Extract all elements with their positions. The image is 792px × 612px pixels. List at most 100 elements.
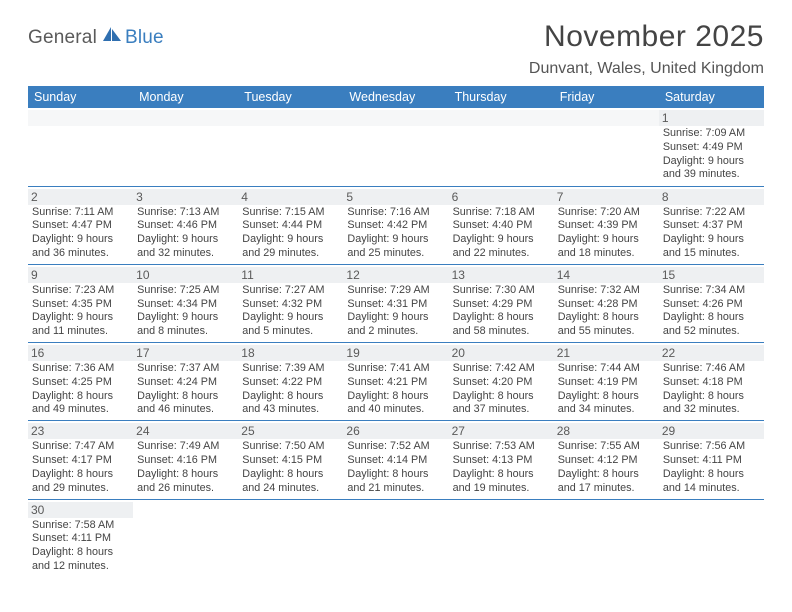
day-number: 12 (343, 267, 448, 283)
sunset-line: Sunset: 4:18 PM (663, 376, 760, 390)
weekday-header: Monday (133, 86, 238, 108)
sunset-line: Sunset: 4:13 PM (453, 454, 550, 468)
calendar-cell (133, 108, 238, 186)
sunrise-line: Sunrise: 7:47 AM (32, 440, 129, 454)
sunrise-line: Sunrise: 7:32 AM (558, 284, 655, 298)
calendar-cell: 30Sunrise: 7:58 AMSunset: 4:11 PMDayligh… (28, 499, 133, 577)
day-number: 8 (659, 189, 764, 205)
sunset-line: Sunset: 4:34 PM (137, 298, 234, 312)
day-number: 17 (133, 345, 238, 361)
sunset-line: Sunset: 4:11 PM (663, 454, 760, 468)
daylight-line: Daylight: 9 hours and 22 minutes. (453, 233, 550, 261)
sunrise-line: Sunrise: 7:53 AM (453, 440, 550, 454)
weekday-header: Tuesday (238, 86, 343, 108)
sunrise-line: Sunrise: 7:49 AM (137, 440, 234, 454)
daylight-line: Daylight: 8 hours and 21 minutes. (347, 468, 444, 496)
daylight-line: Daylight: 9 hours and 2 minutes. (347, 311, 444, 339)
sunset-line: Sunset: 4:28 PM (558, 298, 655, 312)
sunrise-line: Sunrise: 7:20 AM (558, 206, 655, 220)
sunset-line: Sunset: 4:40 PM (453, 219, 550, 233)
calendar-cell: 13Sunrise: 7:30 AMSunset: 4:29 PMDayligh… (449, 264, 554, 342)
day-details: Sunrise: 7:52 AMSunset: 4:14 PMDaylight:… (347, 440, 444, 495)
sunrise-line: Sunrise: 7:13 AM (137, 206, 234, 220)
day-number: 26 (343, 423, 448, 439)
daylight-line: Daylight: 8 hours and 37 minutes. (453, 390, 550, 418)
weekday-header: Wednesday (343, 86, 448, 108)
sunset-line: Sunset: 4:12 PM (558, 454, 655, 468)
day-details: Sunrise: 7:50 AMSunset: 4:15 PMDaylight:… (242, 440, 339, 495)
sunrise-line: Sunrise: 7:52 AM (347, 440, 444, 454)
daylight-line: Daylight: 8 hours and 17 minutes. (558, 468, 655, 496)
sunset-line: Sunset: 4:49 PM (663, 141, 760, 155)
calendar-cell: 15Sunrise: 7:34 AMSunset: 4:26 PMDayligh… (659, 264, 764, 342)
calendar-cell (238, 499, 343, 577)
day-number: 11 (238, 267, 343, 283)
sunrise-line: Sunrise: 7:23 AM (32, 284, 129, 298)
calendar-page: General Blue November 2025 Dunvant, Wale… (0, 0, 792, 612)
sunrise-line: Sunrise: 7:37 AM (137, 362, 234, 376)
calendar-cell: 12Sunrise: 7:29 AMSunset: 4:31 PMDayligh… (343, 264, 448, 342)
day-details: Sunrise: 7:27 AMSunset: 4:32 PMDaylight:… (242, 284, 339, 339)
calendar-cell: 10Sunrise: 7:25 AMSunset: 4:34 PMDayligh… (133, 264, 238, 342)
calendar-cell: 18Sunrise: 7:39 AMSunset: 4:22 PMDayligh… (238, 343, 343, 421)
calendar-row: 1Sunrise: 7:09 AMSunset: 4:49 PMDaylight… (28, 108, 764, 186)
daylight-line: Daylight: 8 hours and 34 minutes. (558, 390, 655, 418)
day-number: 2 (28, 189, 133, 205)
sunset-line: Sunset: 4:24 PM (137, 376, 234, 390)
day-number: 23 (28, 423, 133, 439)
day-details: Sunrise: 7:42 AMSunset: 4:20 PMDaylight:… (453, 362, 550, 417)
day-details: Sunrise: 7:41 AMSunset: 4:21 PMDaylight:… (347, 362, 444, 417)
day-number: 4 (238, 189, 343, 205)
daylight-line: Daylight: 8 hours and 26 minutes. (137, 468, 234, 496)
calendar-row: 16Sunrise: 7:36 AMSunset: 4:25 PMDayligh… (28, 343, 764, 421)
day-number: 21 (554, 345, 659, 361)
calendar-cell: 7Sunrise: 7:20 AMSunset: 4:39 PMDaylight… (554, 186, 659, 264)
sunset-line: Sunset: 4:20 PM (453, 376, 550, 390)
location: Dunvant, Wales, United Kingdom (529, 60, 764, 78)
sunrise-line: Sunrise: 7:44 AM (558, 362, 655, 376)
calendar-cell: 22Sunrise: 7:46 AMSunset: 4:18 PMDayligh… (659, 343, 764, 421)
day-details: Sunrise: 7:34 AMSunset: 4:26 PMDaylight:… (663, 284, 760, 339)
daylight-line: Daylight: 8 hours and 46 minutes. (137, 390, 234, 418)
daylight-line: Daylight: 9 hours and 8 minutes. (137, 311, 234, 339)
day-details: Sunrise: 7:20 AMSunset: 4:39 PMDaylight:… (558, 206, 655, 261)
day-details: Sunrise: 7:58 AMSunset: 4:11 PMDaylight:… (32, 519, 129, 574)
day-number: 15 (659, 267, 764, 283)
calendar-cell: 4Sunrise: 7:15 AMSunset: 4:44 PMDaylight… (238, 186, 343, 264)
daylight-line: Daylight: 8 hours and 14 minutes. (663, 468, 760, 496)
daylight-line: Daylight: 9 hours and 11 minutes. (32, 311, 129, 339)
empty-day-strip (28, 110, 133, 126)
day-number: 7 (554, 189, 659, 205)
sunrise-line: Sunrise: 7:22 AM (663, 206, 760, 220)
calendar-cell (343, 108, 448, 186)
sunset-line: Sunset: 4:47 PM (32, 219, 129, 233)
day-number: 14 (554, 267, 659, 283)
sunset-line: Sunset: 4:17 PM (32, 454, 129, 468)
logo: General Blue (28, 26, 164, 49)
calendar-cell (238, 108, 343, 186)
page-title: November 2025 (529, 20, 764, 54)
sunrise-line: Sunrise: 7:15 AM (242, 206, 339, 220)
sunset-line: Sunset: 4:44 PM (242, 219, 339, 233)
empty-day-strip (449, 110, 554, 126)
sunrise-line: Sunrise: 7:50 AM (242, 440, 339, 454)
sunset-line: Sunset: 4:16 PM (137, 454, 234, 468)
empty-day-strip (238, 110, 343, 126)
calendar-cell: 26Sunrise: 7:52 AMSunset: 4:14 PMDayligh… (343, 421, 448, 499)
weekday-header-row: SundayMondayTuesdayWednesdayThursdayFrid… (28, 86, 764, 108)
daylight-line: Daylight: 9 hours and 36 minutes. (32, 233, 129, 261)
day-number: 28 (554, 423, 659, 439)
day-details: Sunrise: 7:36 AMSunset: 4:25 PMDaylight:… (32, 362, 129, 417)
calendar-cell: 21Sunrise: 7:44 AMSunset: 4:19 PMDayligh… (554, 343, 659, 421)
day-number: 30 (28, 502, 133, 518)
calendar-row: 30Sunrise: 7:58 AMSunset: 4:11 PMDayligh… (28, 499, 764, 577)
calendar-cell: 6Sunrise: 7:18 AMSunset: 4:40 PMDaylight… (449, 186, 554, 264)
daylight-line: Daylight: 9 hours and 29 minutes. (242, 233, 339, 261)
calendar-cell: 3Sunrise: 7:13 AMSunset: 4:46 PMDaylight… (133, 186, 238, 264)
calendar-cell: 16Sunrise: 7:36 AMSunset: 4:25 PMDayligh… (28, 343, 133, 421)
day-details: Sunrise: 7:25 AMSunset: 4:34 PMDaylight:… (137, 284, 234, 339)
sunrise-line: Sunrise: 7:36 AM (32, 362, 129, 376)
calendar-cell: 5Sunrise: 7:16 AMSunset: 4:42 PMDaylight… (343, 186, 448, 264)
day-number: 18 (238, 345, 343, 361)
sail-icon (101, 26, 123, 49)
